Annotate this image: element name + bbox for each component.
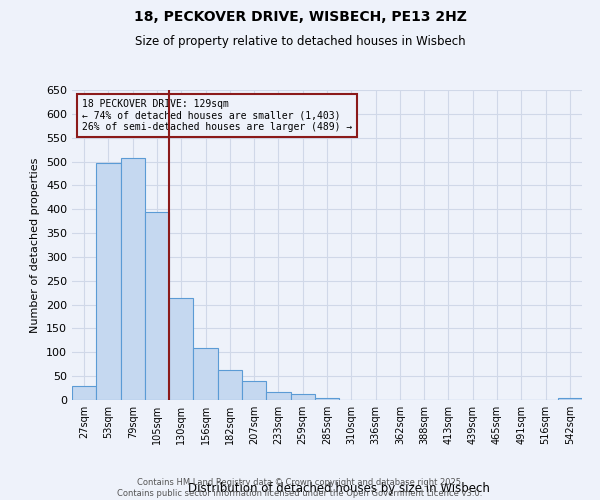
Text: 18 PECKOVER DRIVE: 129sqm
← 74% of detached houses are smaller (1,403)
26% of se: 18 PECKOVER DRIVE: 129sqm ← 74% of detac…: [82, 100, 352, 132]
Text: Size of property relative to detached houses in Wisbech: Size of property relative to detached ho…: [134, 35, 466, 48]
Bar: [96, 163, 121, 400]
Bar: [266, 392, 290, 400]
Bar: [72, 386, 96, 400]
Bar: [169, 298, 193, 400]
Bar: [290, 394, 315, 400]
Text: Contains HM Land Registry data © Crown copyright and database right 2025.
Contai: Contains HM Land Registry data © Crown c…: [118, 478, 482, 498]
Bar: [218, 370, 242, 400]
Bar: [242, 381, 266, 400]
Text: 18, PECKOVER DRIVE, WISBECH, PE13 2HZ: 18, PECKOVER DRIVE, WISBECH, PE13 2HZ: [134, 10, 466, 24]
Y-axis label: Number of detached properties: Number of detached properties: [31, 158, 40, 332]
Bar: [193, 348, 218, 400]
Bar: [121, 158, 145, 400]
Bar: [558, 398, 582, 400]
Text: Distribution of detached houses by size in Wisbech: Distribution of detached houses by size …: [188, 482, 490, 495]
Bar: [315, 398, 339, 400]
Bar: [145, 212, 169, 400]
